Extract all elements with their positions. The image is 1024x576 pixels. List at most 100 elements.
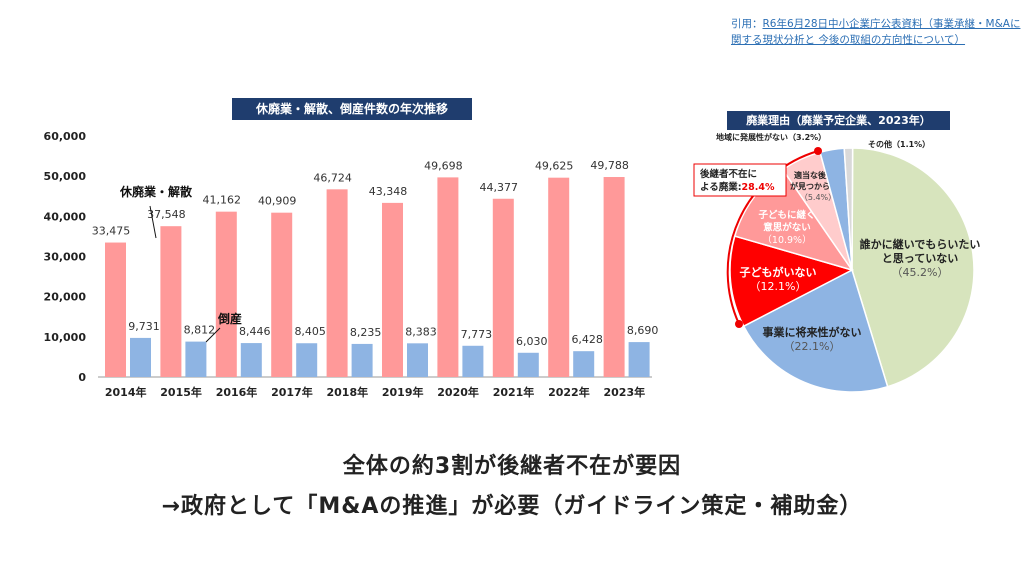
bar-value-label: 8,383 [405,325,437,338]
x-tick-label: 2015年 [160,385,202,399]
x-tick-label: 2018年 [326,385,368,399]
x-tick-label: 2023年 [603,385,645,399]
pie-slice [742,268,889,393]
pie-slice [843,147,854,271]
x-tick-label: 2019年 [382,385,424,399]
bar-closures [603,177,625,377]
pie-label-line: 子どもに継ぐ [758,209,815,221]
callout-value: 28.4% [742,182,775,193]
bar-bankruptcy [573,351,595,377]
pie-label-line: 子どもがいない [740,265,817,279]
pie-label: 事業に将来性がない（22.1%） [763,325,862,353]
pie-label-line: 意思がない [763,222,811,234]
bar-closures [437,177,459,377]
pie-pct-label: （5.4%） [800,193,836,202]
x-tick-label: 2022年 [548,385,590,399]
citation-prefix: 引用： [731,18,763,30]
bar-closures [160,226,182,377]
x-tick-label: 2016年 [216,385,258,399]
callout-dot [735,320,743,328]
bar-value-label: 8,405 [294,325,326,338]
pie-label-line: 事業に将来性がない [763,325,862,339]
bar-value-label: 9,731 [128,320,160,333]
bar-value-label: 6,030 [516,335,548,348]
pie-label-line: 地域に発展性がない（3.2%） [716,132,826,142]
bar-value-label: 49,788 [590,159,629,172]
bar-bankruptcy [351,343,373,377]
bar-closures [271,212,293,377]
bar-value-label: 8,690 [627,324,659,337]
y-tick-label: 20,000 [44,291,87,304]
bar-chart-title: 休廃業・解散、倒産件数の年次推移 [232,98,472,120]
pie-pct-label: （45.2%） [892,266,949,279]
callout-dot [814,147,822,155]
message-line-1: 全体の約3割が後継者不在が要因 [342,454,682,479]
bar-closures [215,211,237,377]
callout-arc [726,150,819,325]
bar-bankruptcy [628,342,650,377]
pie-pct-label: （10.9%） [762,234,811,246]
bar-value-label: 7,773 [461,328,493,341]
y-tick-label: 40,000 [44,210,87,223]
pie-label-line: 適当な後継者 [794,170,842,180]
bar-value-label: 8,235 [350,326,382,339]
pie-label-line: が見つからない [790,181,846,191]
callout-box [693,163,787,197]
bar-value-label: 37,548 [147,208,186,221]
bar-value-label: 8,446 [239,325,271,338]
x-tick-label: 2020年 [437,385,479,399]
bar-bankruptcy [517,352,539,377]
bar-closures [105,242,126,377]
pie-label: 地域に発展性がない（3.2%） [716,132,826,142]
bar-closures [492,198,514,377]
bar-bankruptcy [240,343,262,377]
bar-value-label: 49,625 [535,160,574,173]
pie-label: その他（1.1%） [868,139,930,149]
bar-bankruptcy [462,345,484,377]
pie-label: 子どもがいない（12.1%） [740,265,817,293]
series-pointer [149,205,157,239]
series-label-closures: 休廃業・解散 [119,184,193,199]
citation[interactable]: 引用：R6年6月28日中小企業庁公表資料（事業承継・M&Aに関する現状分析と 今… [731,16,1021,48]
bar-value-label: 43,348 [369,185,408,198]
bar-closures [382,202,403,377]
y-tick-label: 10,000 [44,331,87,344]
bar-value-label: 6,428 [571,333,603,346]
pie-label-line: その他（1.1%） [868,139,930,149]
bar-value-label: 46,724 [313,171,352,184]
bar-value-label: 33,475 [92,225,131,238]
bar-closures [326,189,348,377]
pie-chart-title: 廃業理由（廃業予定企業、2023年） [727,111,950,130]
message-line-2: →政府として「M&Aの推進」が必要（ガイドライン策定・補助金） [161,494,863,519]
pie-label-line: 誰かに継いでもらいたい [860,237,981,251]
series-label-bankruptcy: 倒産 [217,311,242,326]
bar-value-label: 8,812 [184,324,216,337]
y-tick-label: 0 [78,371,86,384]
pie-label: 誰かに継いでもらいたいと思っていない（45.2%） [860,237,981,279]
bar-value-label: 41,162 [203,194,242,207]
pie-label: 適当な後継者が見つからない （5.4%） [790,170,846,202]
bar-closures [548,177,570,377]
bar-bankruptcy [185,341,207,377]
y-tick-label: 30,000 [44,251,87,264]
pie-label: 子どもに継ぐ意思がない（10.9%） [758,209,815,246]
bar-value-label: 40,909 [258,195,297,208]
callout-text: 後継者不在による廃業:28.4% [700,168,775,193]
x-tick-label: 2017年 [271,385,313,399]
pie-slice [851,147,975,388]
x-tick-label: 2021年 [493,385,535,399]
y-tick-label: 50,000 [44,170,87,183]
x-tick-label: 2014年 [105,385,147,399]
series-pointer [205,327,221,343]
pie-pct-label: （22.1%） [784,340,841,353]
bar-bankruptcy [130,337,151,377]
bar-value-label: 49,698 [424,159,463,172]
y-tick-label: 60,000 [44,130,87,143]
pie-pct-label: （12.1%） [750,280,807,293]
bar-bankruptcy [296,343,318,377]
citation-link[interactable]: R6年6月28日中小企業庁公表資料（事業承継・M&Aに関する現状分析と 今後の取… [731,18,1021,46]
bar-value-label: 44,377 [480,181,519,194]
bar-bankruptcy [407,343,428,377]
pie-label-line: と思っていない [882,252,958,265]
